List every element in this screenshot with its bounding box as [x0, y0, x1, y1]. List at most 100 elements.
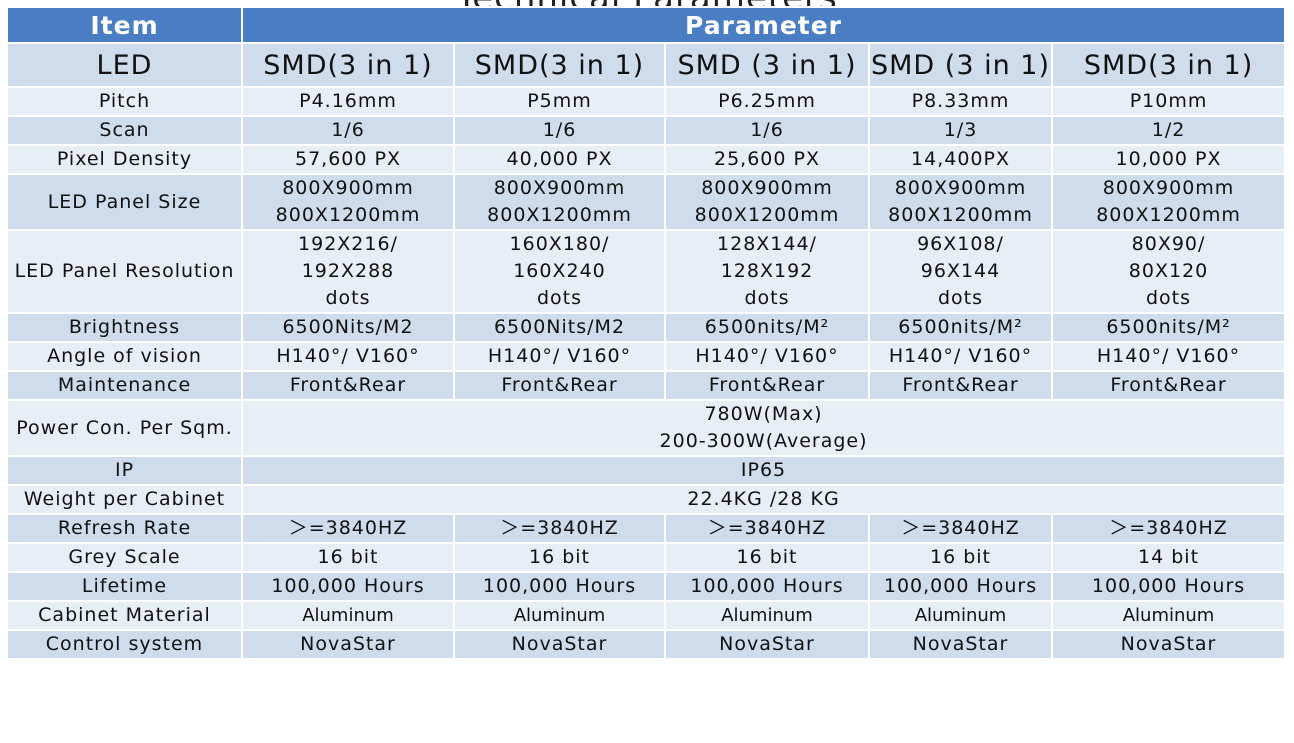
parameter-table: Item Parameter LED SMD(3 in 1) SMD(3 in … — [6, 6, 1287, 660]
cell-line: NovaStar — [511, 633, 608, 655]
cell-line: 1/3 — [943, 119, 978, 141]
table-row: Pitch P4.16mm P5mm P6.25mm P8.33mm P10mm — [6, 86, 1287, 117]
value-cell: 25,600 PX — [664, 144, 870, 175]
cell-line: 6500nits/M² — [1106, 316, 1231, 338]
value-cell: 1/3 — [868, 115, 1053, 146]
cell-line: 16 bit — [736, 546, 798, 568]
value-cell: 16 bit — [664, 542, 870, 573]
cell-line: Aluminum — [914, 605, 1007, 626]
cell-line: dots — [744, 287, 790, 309]
value-cell: NovaStar — [241, 629, 455, 660]
cell-line: 1/6 — [331, 119, 365, 141]
value-cell: 6500Nits/M2 — [241, 312, 455, 343]
table-row: LED Panel Size 800X900mm 800X1200mm 800X900… — [6, 173, 1287, 231]
cell-line: Aluminum — [1122, 605, 1215, 626]
table-row: Angle of vision H140°/ V160° H140°/ V160° H… — [6, 341, 1287, 372]
value-cell: 100,000 Hours — [241, 571, 455, 602]
cell-line: IP65 — [740, 459, 787, 481]
cell-line: 800X900mm — [493, 177, 626, 199]
cell-line: 80X120 — [1128, 260, 1209, 282]
cell-line: 780W(Max) — [704, 403, 823, 425]
row-label: Brightness — [6, 312, 243, 343]
cell-line: ＞=3840HZ — [1109, 517, 1228, 539]
cell-line: 160X240 — [513, 260, 606, 282]
cell-line: 22.4KG /28 KG — [687, 488, 840, 510]
cell-line: 800X1200mm — [1096, 204, 1241, 226]
value-cell: NovaStar — [868, 629, 1053, 660]
value-cell: P10mm — [1050, 86, 1287, 117]
row-label: Grey Scale — [6, 542, 243, 573]
value-cell: 800X900mm 800X1200mm — [241, 173, 455, 231]
table-row: Power Con. Per Sqm. 780W(Max) 200-300W(Ave… — [6, 399, 1287, 457]
cell-line: 16 bit — [317, 546, 379, 568]
cell-line: Front&Rear — [708, 374, 826, 396]
cell-line: P6.25mm — [718, 90, 816, 112]
cell-line: 100,000 Hours — [271, 575, 425, 597]
value-cell: Aluminum — [453, 600, 666, 631]
value-cell: P4.16mm — [241, 86, 455, 117]
value-cell: H140°/ V160° — [868, 341, 1053, 372]
value-cell: 100,000 Hours — [453, 571, 666, 602]
cell-line: 6500Nits/M2 — [493, 316, 626, 338]
value-cell: 100,000 Hours — [664, 571, 870, 602]
value-cell: 16 bit — [868, 542, 1053, 573]
value-cell: 57,600 PX — [241, 144, 455, 175]
cell-line: 800X1200mm — [694, 204, 840, 226]
cell-line: Front&Rear — [1110, 374, 1227, 396]
row-label: LED — [6, 42, 243, 88]
cell-line: H140°/ V160° — [695, 345, 839, 367]
cell-line: 800X1200mm — [888, 204, 1033, 226]
table-row: IP IP65 — [6, 455, 1287, 486]
value-cell: 6500nits/M² — [1050, 312, 1287, 343]
cell-line: Front&Rear — [501, 374, 618, 396]
cell-line: 80X90/ — [1131, 233, 1206, 255]
value-cell: 6500nits/M² — [664, 312, 870, 343]
value-cell: 800X900mm 800X1200mm — [664, 173, 870, 231]
table-row: Lifetime 100,000 Hours 100,000 Hours 100,00… — [6, 571, 1287, 602]
value-cell: 160X180/160X240 dots — [453, 229, 666, 314]
value-cell: 128X144/128X192 dots — [664, 229, 870, 314]
value-cell: Aluminum — [868, 600, 1053, 631]
cell-line: 10,000 PX — [1115, 148, 1222, 170]
value-cell: H140°/ V160° — [664, 341, 870, 372]
header-parameter: Parameter — [240, 6, 1287, 44]
cell-line: NovaStar — [1120, 633, 1217, 655]
cell-line: 1/6 — [750, 119, 784, 141]
cell-line: ＞=3840HZ — [901, 517, 1020, 539]
value-cell: ＞=3840HZ — [868, 513, 1053, 544]
value-cell: P8.33mm — [868, 86, 1053, 117]
cell-line: 800X1200mm — [487, 204, 632, 226]
cell-line: 16 bit — [929, 546, 991, 568]
value-cell: 1/2 — [1050, 115, 1287, 146]
merged-value-cell: IP65 — [240, 455, 1287, 486]
cell-line: 96X144 — [920, 260, 1001, 282]
cell-line: 800X1200mm — [275, 204, 421, 226]
row-label: Maintenance — [6, 370, 243, 401]
cell-line: 1/2 — [1151, 119, 1186, 141]
row-label: Angle of vision — [6, 341, 243, 372]
value-cell: 96X108/96X144 dots — [868, 229, 1053, 314]
cell-line: NovaStar — [300, 633, 396, 655]
cell-line: 800X900mm — [701, 177, 833, 199]
row-label: Lifetime — [6, 571, 243, 602]
cell-line: NovaStar — [719, 633, 815, 655]
value-cell: Front&Rear — [1050, 370, 1287, 401]
value-cell: Aluminum — [241, 600, 455, 631]
row-label: Pixel Density — [6, 144, 243, 175]
value-cell: ＞=3840HZ — [453, 513, 666, 544]
value-cell: P6.25mm — [664, 86, 870, 117]
cell-line: 1/6 — [542, 119, 577, 141]
cell-line: 14 bit — [1138, 546, 1200, 568]
cell-line: 100,000 Hours — [883, 575, 1038, 597]
value-cell: 100,000 Hours — [868, 571, 1053, 602]
value-cell: 16 bit — [453, 542, 666, 573]
value-cell: Front&Rear — [664, 370, 870, 401]
cell-line: 192X288 — [301, 260, 395, 282]
value-cell: Front&Rear — [868, 370, 1053, 401]
table-row: Control system NovaStar NovaStar NovaStar No… — [6, 629, 1287, 660]
led-type-cell: SMD(3 in 1) — [241, 42, 455, 88]
value-cell: 40,000 PX — [453, 144, 666, 175]
cell-line: NovaStar — [912, 633, 1009, 655]
row-label: Weight per Cabinet — [6, 484, 243, 515]
table-row: Grey Scale 16 bit 16 bit 16 bit 16 bit 14 bit — [6, 542, 1287, 573]
